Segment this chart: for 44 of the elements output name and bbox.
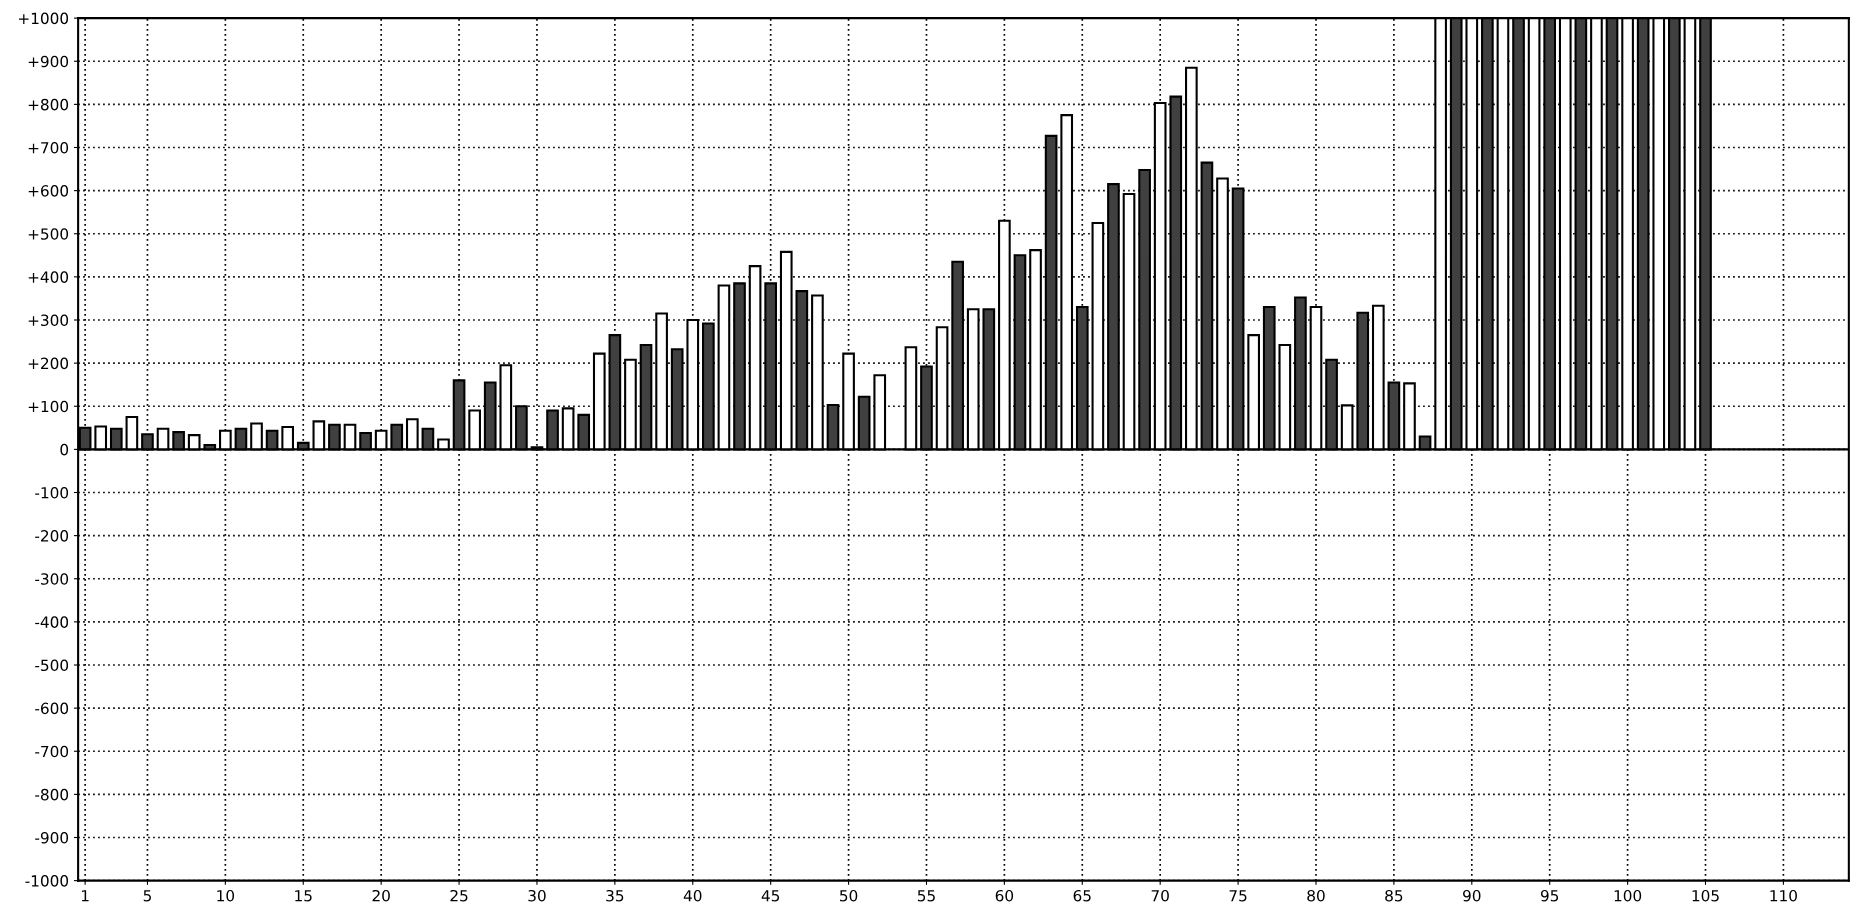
- y-tick-label: -800: [35, 788, 69, 801]
- y-tick-label: -300: [35, 573, 69, 585]
- y-tick-label: +800: [28, 98, 69, 111]
- y-tick-label: -600: [35, 702, 69, 715]
- x-tick-label: 95: [1540, 889, 1559, 902]
- y-tick-label: +200: [28, 357, 69, 370]
- x-tick-label: 55: [917, 890, 935, 902]
- x-tick-label: 1: [81, 890, 89, 902]
- x-tick-label: 70: [1151, 889, 1169, 902]
- y-tick-label: +400: [28, 271, 69, 283]
- y-tick-label: 0: [60, 443, 69, 456]
- x-tick-label: 65: [1073, 889, 1091, 902]
- y-tick-label: -700: [35, 745, 69, 758]
- x-tick-label: 60: [995, 889, 1014, 902]
- x-tick-label: 20: [372, 889, 390, 902]
- y-tick-label: +700: [28, 141, 69, 154]
- x-tick-label: 105: [1692, 889, 1719, 902]
- y-tick-label: +300: [28, 314, 69, 327]
- x-tick-label: 5: [143, 890, 151, 902]
- y-tick-label: +600: [28, 185, 69, 197]
- y-tick-label: -500: [35, 659, 69, 672]
- x-tick-label: 40: [683, 889, 702, 902]
- y-tick-label: -900: [35, 831, 69, 844]
- x-tick-label: 30: [528, 889, 546, 902]
- y-tick-label: -100: [35, 486, 69, 499]
- y-tick-label: -1000: [25, 875, 69, 887]
- x-tick-label: 80: [1307, 889, 1325, 902]
- x-tick-label: 100: [1614, 889, 1642, 902]
- x-tick-label: 45: [761, 890, 780, 902]
- x-tick-label: 90: [1463, 889, 1481, 902]
- x-tick-label: 25: [450, 889, 468, 902]
- x-tick-label: 35: [606, 889, 624, 902]
- y-tick-label: +500: [28, 228, 69, 240]
- x-tick-label: 75: [1229, 890, 1247, 902]
- x-tick-label: 15: [295, 890, 312, 902]
- x-tick-label: 110: [1770, 889, 1797, 902]
- y-tick-label: +100: [28, 400, 69, 413]
- x-tick-label: 10: [217, 889, 235, 902]
- y-tick-label: +1000: [19, 12, 69, 25]
- x-tick-label: 85: [1385, 889, 1403, 902]
- x-tick-label: 50: [840, 889, 858, 902]
- y-tick-label: -200: [35, 530, 69, 542]
- y-tick-label: +900: [28, 55, 69, 68]
- y-tick-label: -400: [35, 616, 69, 628]
